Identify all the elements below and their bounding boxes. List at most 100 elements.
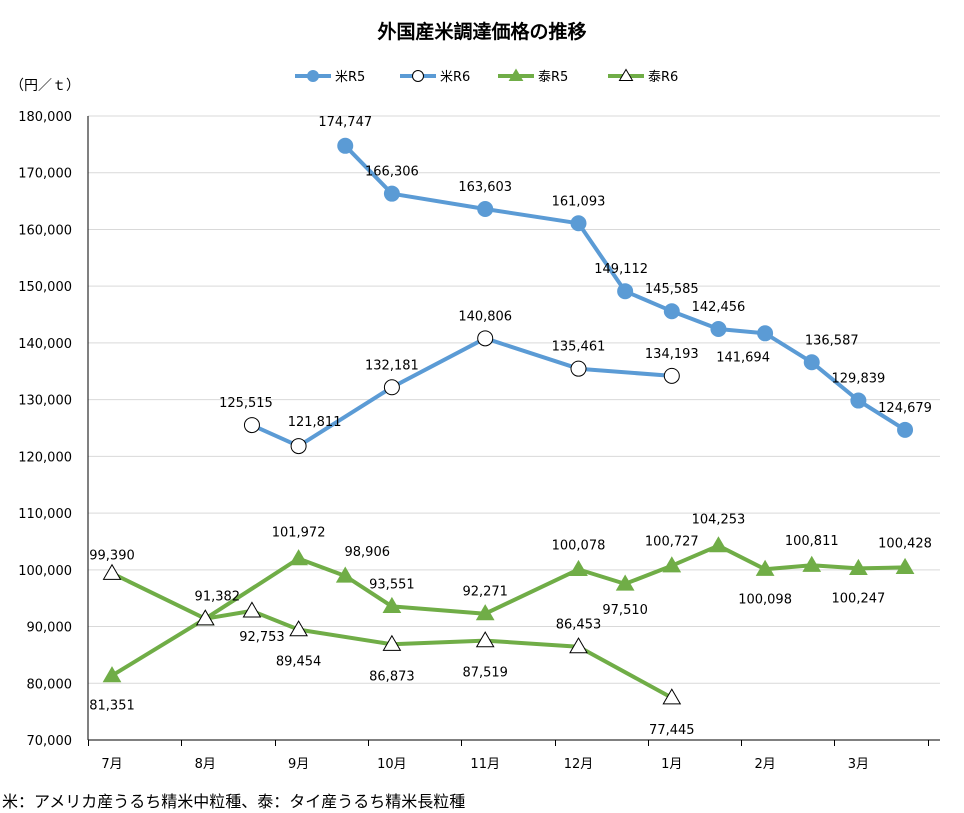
data-point — [243, 417, 260, 434]
data-label: 132,181 — [365, 358, 419, 373]
data-label: 81,351 — [89, 699, 135, 714]
y-axis-unit-label: （円／ｔ） — [10, 78, 80, 94]
data-point — [663, 303, 680, 320]
series-line — [111, 571, 673, 700]
data-point — [335, 566, 355, 583]
y-tick-label: 170,000 — [18, 167, 72, 182]
data-label: 100,247 — [832, 591, 886, 606]
x-tick-label: 2月 — [754, 757, 775, 772]
data-label: 166,306 — [365, 165, 419, 180]
data-point — [475, 604, 495, 621]
y-tick-label: 100,000 — [18, 564, 72, 579]
data-point — [289, 549, 308, 566]
data-point — [569, 637, 588, 654]
legend: 米R5 米R6 泰R5 泰R6 — [295, 68, 678, 85]
series-2 — [243, 330, 680, 455]
y-tick-label: 180,000 — [18, 110, 72, 125]
data-point — [757, 325, 774, 342]
data-point — [570, 360, 587, 377]
data-label: 135,461 — [552, 340, 606, 355]
legend-label: 泰R6 — [648, 70, 678, 85]
y-tick-label: 70,000 — [27, 734, 73, 749]
data-point — [102, 666, 122, 683]
data-label: 142,456 — [692, 300, 746, 315]
footnote: 米：アメリカ産うるち精米中粒種、泰：タイ産うるち精米長粒種 — [2, 792, 466, 811]
x-tick-label: 8月 — [195, 757, 216, 772]
data-label: 89,454 — [276, 655, 322, 670]
data-point — [337, 137, 354, 154]
x-tick-label: 12月 — [564, 757, 594, 772]
data-label: 145,585 — [645, 282, 699, 297]
series-4 — [102, 563, 682, 705]
data-point — [803, 354, 820, 371]
data-label: 140,806 — [458, 309, 512, 324]
series-layer — [102, 137, 915, 705]
data-point — [569, 559, 588, 576]
data-point — [102, 563, 122, 580]
data-point — [570, 215, 587, 232]
data-point — [475, 631, 495, 648]
legend-marker — [307, 70, 319, 82]
legend-label: 米R5 — [335, 70, 365, 85]
data-label: 86,873 — [369, 669, 415, 684]
data-label: 163,603 — [458, 180, 512, 195]
series-3 — [102, 536, 915, 683]
series-line — [251, 336, 672, 449]
data-point — [617, 283, 634, 300]
data-label: 121,811 — [288, 415, 342, 430]
legend-label: 米R6 — [440, 70, 470, 85]
x-tick-label: 1月 — [661, 757, 682, 772]
data-label: 100,078 — [552, 538, 606, 553]
data-point — [195, 609, 215, 626]
data-label: 141,694 — [716, 350, 770, 365]
data-point — [663, 367, 680, 384]
data-label: 87,519 — [462, 666, 508, 681]
data-label: 92,753 — [239, 630, 285, 645]
data-point — [382, 596, 402, 614]
legend-entry: 泰R6 — [608, 68, 678, 85]
data-point — [755, 559, 775, 576]
x-tick-label: 3月 — [848, 757, 869, 772]
data-point — [383, 185, 400, 202]
series-line — [110, 543, 906, 678]
data-point — [710, 320, 727, 337]
data-label: 99,390 — [89, 548, 135, 563]
data-label: 174,747 — [318, 115, 372, 130]
y-tick-label: 120,000 — [18, 450, 72, 465]
y-tick-label: 140,000 — [18, 337, 72, 352]
data-label: 100,428 — [878, 536, 932, 551]
data-label: 104,253 — [692, 513, 746, 528]
data-label: 149,112 — [594, 262, 648, 277]
data-point — [242, 601, 262, 618]
data-point — [383, 379, 400, 396]
data-point — [662, 688, 682, 705]
data-point — [289, 620, 308, 637]
data-point — [477, 201, 494, 218]
data-label: 98,906 — [345, 545, 391, 560]
legend-marker — [508, 68, 524, 82]
series-1 — [337, 137, 914, 438]
x-tick-label: 9月 — [288, 757, 309, 772]
legend-entry: 米R5 — [295, 70, 365, 85]
x-tick-label: 10月 — [377, 757, 407, 772]
legend-marker — [618, 68, 634, 82]
data-label: 86,453 — [556, 618, 602, 633]
y-tick-label: 150,000 — [18, 280, 72, 295]
data-label: 161,093 — [552, 194, 606, 209]
data-point — [895, 557, 915, 575]
grid-lines — [88, 115, 940, 684]
data-label: 93,551 — [369, 577, 415, 592]
data-label: 97,510 — [602, 603, 648, 618]
axes: 70,000 80,000 90,000 100,000 110,000 120,000 1… — [18, 110, 940, 772]
legend-marker — [412, 70, 424, 82]
data-label: 92,271 — [462, 585, 508, 600]
data-label: 100,727 — [645, 535, 699, 550]
data-label: 129,839 — [832, 372, 886, 387]
data-point — [615, 574, 635, 591]
legend-label: 泰R5 — [538, 70, 568, 85]
legend-entry: 米R6 — [400, 70, 470, 85]
data-label: 91,382 — [195, 590, 241, 605]
y-tick-label: 80,000 — [27, 677, 73, 692]
x-tick-label: 11月 — [470, 757, 500, 772]
data-point — [897, 421, 914, 438]
